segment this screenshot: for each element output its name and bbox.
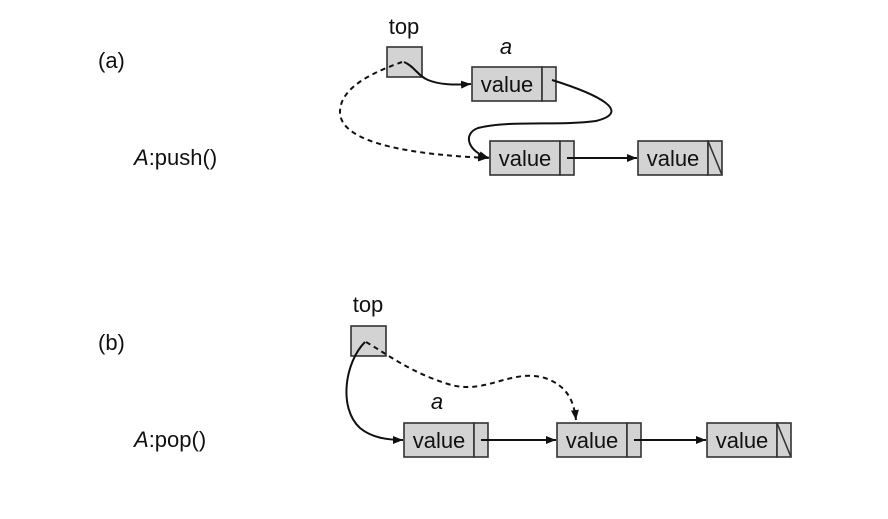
node-next-cell (541, 66, 557, 102)
panel-b-operation-suffix: :pop() (149, 427, 206, 452)
panel-a-top-to-new-arrow (403, 61, 472, 89)
null-slash (707, 140, 723, 176)
node-value-text: value (499, 146, 552, 171)
panel-a-new-to-node2-arrow (467, 79, 613, 160)
node-value-text: value (413, 428, 466, 453)
panel-a-node-2: value (489, 140, 575, 176)
panel-b: (b) A:pop() top a value value value (98, 292, 792, 458)
node-value-cell (489, 140, 561, 176)
node-value-cell (403, 422, 475, 458)
panel-a-old-top-dashed-arrow (338, 61, 489, 162)
panel-b-tag: (b) (98, 330, 125, 355)
panel-a-operation-suffix: :push() (149, 145, 217, 170)
panel-b-top-pointer (350, 325, 387, 357)
panel-a-top-pointer (386, 46, 423, 78)
panel-a-node-new: value (471, 66, 557, 102)
panel-a-node-a-label: a (500, 34, 512, 59)
node-value-cell (556, 422, 628, 458)
node-value-cell (637, 140, 709, 176)
node-value-text: value (647, 146, 700, 171)
node-value-text: value (566, 428, 619, 453)
panel-b-operation-prefix: A (132, 427, 149, 452)
panel-b-top-new-dashed-arrow (365, 341, 579, 421)
panel-b-top-old-to-a-arrow (345, 341, 404, 444)
panel-a-operation: A:push() (132, 145, 217, 170)
panel-b-top-label: top (353, 292, 384, 317)
panel-b-node-a: value (403, 422, 489, 458)
panel-a-node-3: value (637, 140, 723, 176)
node-value-cell (471, 66, 543, 102)
panel-a: (a) A:push() top a value value value (98, 14, 723, 176)
panel-a-operation-prefix: A (132, 145, 149, 170)
node-value-text: value (481, 72, 534, 97)
panel-b-node-3: value (706, 422, 792, 458)
node-value-text: value (716, 428, 769, 453)
node-value-cell (706, 422, 778, 458)
panel-b-node-a-label: a (431, 389, 443, 414)
null-slash (776, 422, 792, 458)
panel-b-operation: A:pop() (132, 427, 206, 452)
panel-b-node-2: value (556, 422, 642, 458)
panel-a-tag: (a) (98, 48, 125, 73)
panel-a-top-label: top (389, 14, 420, 39)
